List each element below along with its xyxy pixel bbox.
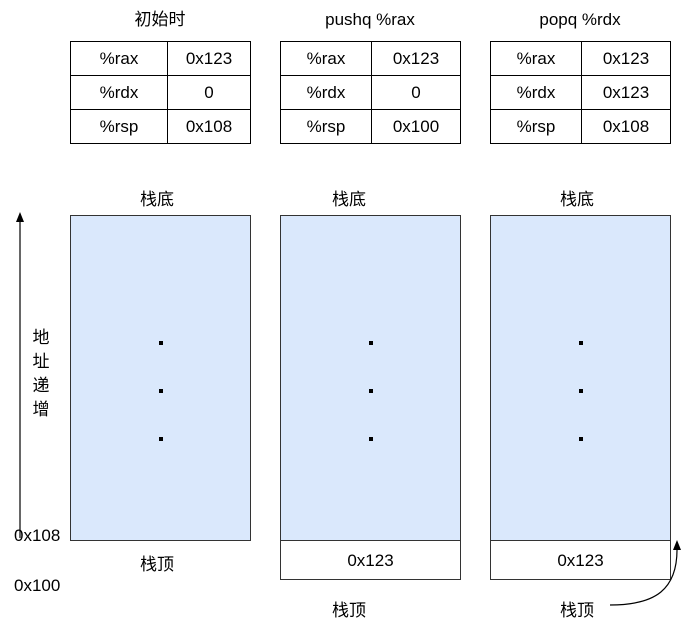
register-value: 0 [167, 75, 251, 110]
register-name: %rsp [70, 109, 168, 144]
panel-1-register-table: %rax 0x123 %rdx 0 %rsp 0x108 [70, 41, 251, 144]
axis-label-char: 递 [32, 376, 50, 395]
axis-label-char: 地 [32, 328, 50, 347]
register-name: %rdx [490, 75, 582, 110]
register-row: %rsp 0x108 [490, 109, 671, 144]
ellipsis-dot [579, 437, 583, 441]
panel-3-popped-cell: 0x123 [490, 540, 671, 580]
register-value: 0x123 [581, 41, 671, 76]
address-low-label: 0x100 [14, 576, 61, 595]
panel-3-stack [490, 215, 671, 541]
address-axis-arrow [16, 212, 24, 538]
register-name: %rax [280, 41, 372, 76]
panel-1-title: 初始时 [134, 10, 186, 29]
ellipsis-dot [579, 341, 583, 345]
register-name: %rdx [280, 75, 372, 110]
axis-label: 地 址 递 增 [29, 326, 53, 422]
register-value: 0x100 [371, 109, 461, 144]
panel-2-pushed-cell: 0x123 [280, 540, 461, 580]
panel-3-stack-top-label: 栈顶 [560, 601, 594, 620]
ellipsis-dot [369, 389, 373, 393]
panel-1-stack-bottom-label: 栈底 [140, 190, 174, 209]
register-row: %rax 0x123 [280, 41, 461, 76]
register-value: 0x123 [167, 41, 251, 76]
axis-label-char: 址 [32, 352, 50, 371]
ellipsis-dot [369, 341, 373, 345]
register-row: %rax 0x123 [70, 41, 251, 76]
axis-label-char: 增 [32, 400, 50, 419]
panel-1-stack [70, 215, 251, 541]
ellipsis-dot [579, 389, 583, 393]
register-value: 0x123 [581, 75, 671, 110]
ellipsis-dot [159, 341, 163, 345]
panel-3-register-table: %rax 0x123 %rdx 0x123 %rsp 0x108 [490, 41, 671, 144]
register-value: 0x108 [167, 109, 251, 144]
register-row: %rdx 0 [70, 75, 251, 110]
register-row: %rdx 0 [280, 75, 461, 110]
ellipsis-dot [159, 389, 163, 393]
panel-2-stack [280, 215, 461, 541]
panel-2-stack-top-label: 栈顶 [332, 601, 366, 620]
register-name: %rdx [70, 75, 168, 110]
register-name: %rsp [490, 109, 582, 144]
register-row: %rsp 0x100 [280, 109, 461, 144]
panel-2-register-table: %rax 0x123 %rdx 0 %rsp 0x100 [280, 41, 461, 144]
register-value: 0 [371, 75, 461, 110]
panel-3-title: popq %rdx [539, 10, 621, 29]
panel-3-stack-bottom-label: 栈底 [560, 190, 594, 209]
register-row: %rsp 0x108 [70, 109, 251, 144]
register-row: %rdx 0x123 [490, 75, 671, 110]
ellipsis-dot [159, 437, 163, 441]
register-name: %rax [490, 41, 582, 76]
ellipsis-dot [369, 437, 373, 441]
register-row: %rax 0x123 [490, 41, 671, 76]
panel-2-title: pushq %rax [325, 10, 415, 29]
address-high-label: 0x108 [14, 526, 61, 545]
panel-2-stack-bottom-label: 栈底 [332, 190, 366, 209]
panel-1-stack-top-label: 栈顶 [140, 555, 174, 574]
stack-top-pointer-arrow [609, 540, 681, 606]
register-value: 0x123 [371, 41, 461, 76]
register-value: 0x108 [581, 109, 671, 144]
register-name: %rax [70, 41, 168, 76]
register-name: %rsp [280, 109, 372, 144]
